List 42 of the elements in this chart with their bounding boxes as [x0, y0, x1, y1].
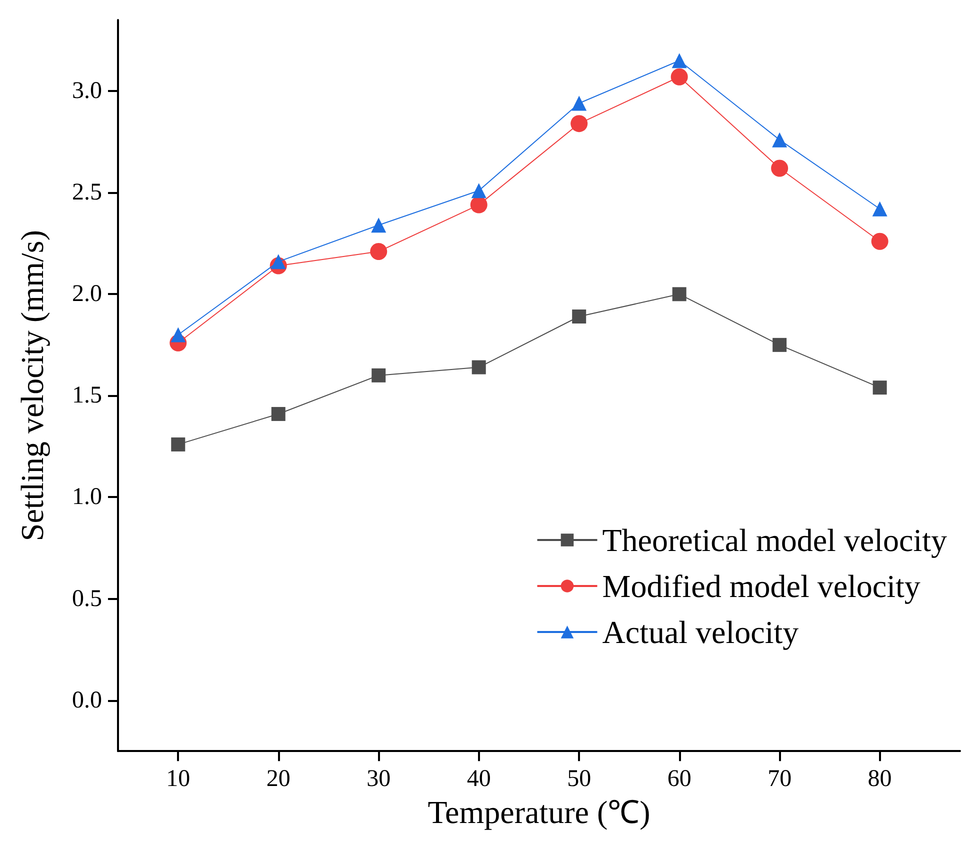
y-tick-label: 2.5 [72, 180, 102, 206]
x-tick-label: 70 [768, 766, 792, 792]
x-tick-label: 20 [266, 766, 290, 792]
point [772, 132, 788, 148]
y-tick-label: 0.0 [72, 687, 102, 714]
point [672, 287, 686, 302]
legend-label: Actual velocity [602, 614, 799, 650]
x-tick-label: 50 [567, 766, 592, 792]
point [772, 338, 787, 352]
point [371, 218, 386, 233]
legend-label: Modified model velocity [602, 568, 920, 604]
x-tick-label: 30 [366, 766, 391, 792]
legend-label: Theoretical model velocity [602, 522, 947, 558]
y-tick-label: 1.5 [72, 382, 102, 409]
point [372, 368, 386, 382]
y-tick-label: 0.5 [72, 586, 102, 612]
point [570, 115, 588, 132]
y-tick-label: 1.0 [72, 484, 102, 510]
point [771, 160, 788, 177]
point [472, 360, 486, 374]
y-tick-label: 2.0 [72, 281, 102, 308]
point [470, 196, 488, 214]
point [171, 437, 186, 452]
y-axis-title: Settling velocity (mm/s) [14, 230, 50, 542]
x-tick-label: 80 [868, 766, 892, 792]
point [872, 201, 888, 216]
x-tick-label: 10 [166, 766, 190, 792]
point [170, 327, 186, 342]
point [872, 380, 887, 395]
point [672, 53, 687, 68]
point [572, 310, 586, 324]
point [670, 68, 688, 86]
x-tick-label: 40 [466, 766, 491, 792]
point [471, 183, 486, 198]
point [271, 406, 286, 421]
x-tick-label: 60 [667, 766, 692, 792]
point [370, 243, 388, 260]
point [871, 232, 888, 250]
point [572, 96, 587, 111]
point [270, 254, 286, 270]
y-tick-label: 3.0 [72, 78, 102, 104]
x-axis-title: Temperature (℃) [428, 794, 650, 830]
